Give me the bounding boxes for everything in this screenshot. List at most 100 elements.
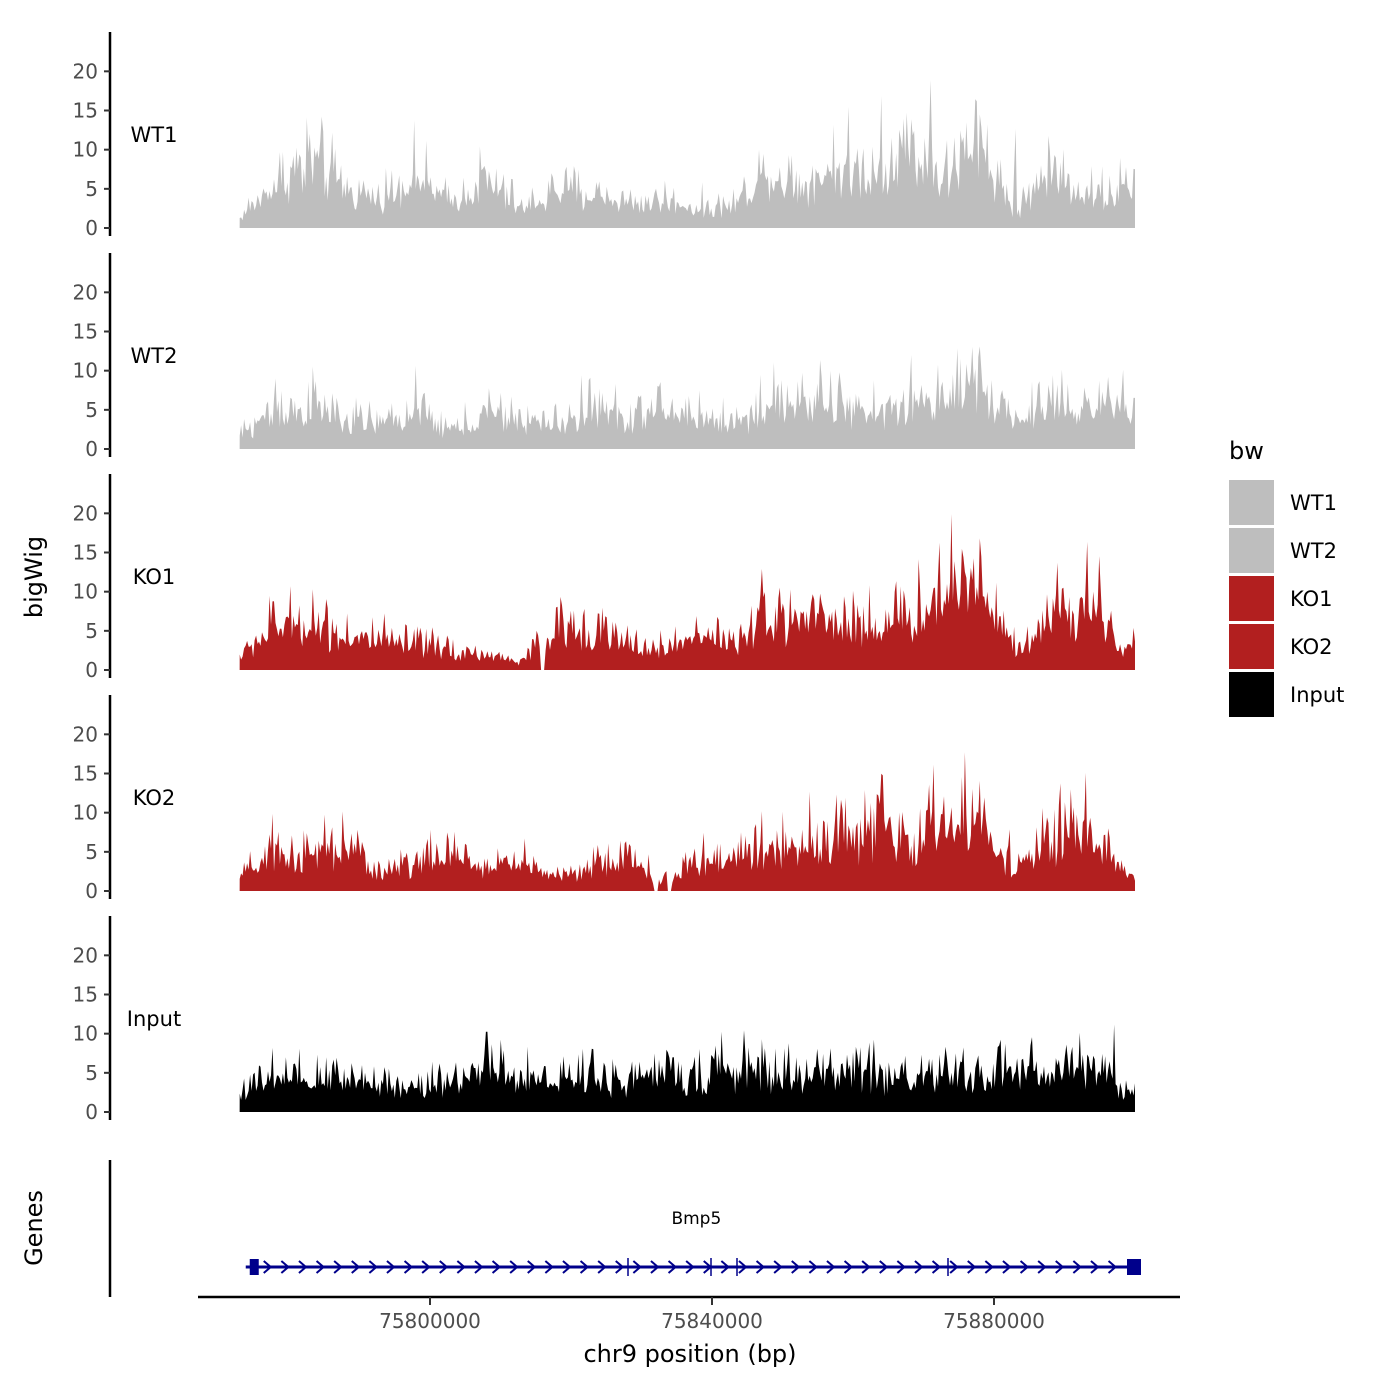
strand-arrow: [1090, 1260, 1100, 1274]
legend-swatch: [1229, 624, 1274, 669]
legend-entry-ko2: KO2: [1229, 624, 1333, 669]
y-tick-label: 5: [85, 840, 98, 864]
strand-arrow: [579, 1260, 590, 1274]
coverage-area: [239, 514, 1135, 670]
track-ko2: 0 5 10 15 20 KO2: [73, 695, 1135, 903]
strand-arrow: [527, 1260, 537, 1274]
x-tick-label: 75800000: [379, 1309, 481, 1333]
y-tick-label: 10: [73, 138, 98, 162]
coverage-tracks: 0 5 10 15 20 WT1 0 5 10 15 20 WT2 0 5 10 15 20 KO1 0 5 10 15 2…: [73, 32, 1135, 1124]
legend-label: KO2: [1290, 635, 1333, 659]
strand-arrow: [931, 1260, 942, 1274]
legend-label: WT2: [1290, 539, 1337, 563]
track-label: WT2: [131, 344, 178, 368]
track-label: WT1: [131, 123, 178, 147]
coverage-area: [239, 1024, 1135, 1112]
genes-panel-label: Genes: [20, 1190, 48, 1266]
strand-arrow: [738, 1260, 748, 1274]
x-axis-title: chr9 position (bp): [583, 1340, 796, 1368]
strand-arrow: [421, 1260, 431, 1274]
strand-arrow: [456, 1260, 466, 1274]
legend-entry-input: Input: [1229, 672, 1344, 717]
strand-arrow: [368, 1260, 378, 1274]
strand-arrow: [333, 1260, 343, 1274]
exon: [249, 1259, 259, 1275]
genes-track: Bmp5: [108, 1160, 1141, 1297]
strand-arrow: [791, 1260, 801, 1274]
y-tick-label: 20: [73, 501, 98, 525]
coverage-area: [239, 752, 1135, 891]
legend-swatch: [1229, 672, 1274, 717]
y-tick-label: 20: [73, 280, 98, 304]
gene-bmp5: Bmp5: [245, 1209, 1141, 1276]
strand-arrow: [826, 1260, 836, 1274]
legend-label: Input: [1290, 683, 1344, 707]
legend: bw WT1 WT2 KO1 KO2 Input: [1229, 437, 1344, 717]
y-tick-label: 20: [73, 59, 98, 83]
x-tick-label: 75880000: [943, 1309, 1045, 1333]
coverage-area: [239, 346, 1135, 449]
y-tick-label: 20: [73, 722, 98, 746]
track-input: 0 5 10 15 20 Input: [73, 916, 1135, 1124]
strand-arrow: [967, 1260, 977, 1274]
strand-arrow: [491, 1260, 502, 1274]
strand-arrow: [263, 1260, 273, 1274]
exon: [1127, 1259, 1141, 1275]
strand-arrow: [1055, 1260, 1065, 1274]
strand-arrow: [509, 1260, 519, 1274]
legend-label: WT1: [1290, 491, 1337, 515]
strand-arrow: [773, 1260, 783, 1274]
y-tick-label: 5: [85, 619, 98, 643]
strand-arrow: [1002, 1260, 1012, 1274]
strand-arrow: [439, 1260, 449, 1274]
strand-arrow: [1107, 1260, 1118, 1274]
track-wt2: 0 5 10 15 20 WT2: [73, 253, 1135, 461]
legend-label: KO1: [1290, 587, 1333, 611]
strand-arrow: [403, 1260, 414, 1274]
y-tick-label: 15: [73, 320, 98, 344]
strand-arrow: [720, 1260, 730, 1274]
legend-title: bw: [1229, 437, 1264, 465]
y-tick-label: 15: [73, 99, 98, 123]
y-tick-label: 10: [73, 580, 98, 604]
legend-swatch: [1229, 480, 1274, 525]
strand-arrow: [1019, 1260, 1030, 1274]
legend-entry-wt2: WT2: [1229, 528, 1337, 573]
strand-arrow: [351, 1260, 361, 1274]
y-tick-label: 10: [73, 1022, 98, 1046]
y-tick-label: 0: [85, 437, 98, 461]
strand-arrow: [843, 1260, 854, 1274]
strand-arrow: [562, 1260, 572, 1274]
track-ko1: 0 5 10 15 20 KO1: [73, 474, 1135, 682]
track-wt1: 0 5 10 15 20 WT1: [73, 32, 1135, 240]
strand-arrow: [298, 1260, 308, 1274]
strand-arrow: [685, 1260, 695, 1274]
y-tick-label: 15: [73, 541, 98, 565]
track-label: KO2: [133, 786, 176, 810]
strand-arrow: [280, 1260, 290, 1274]
strand-arrow: [755, 1260, 766, 1274]
strand-arrow: [861, 1260, 871, 1274]
y-tick-label: 0: [85, 1100, 98, 1124]
legend-swatch: [1229, 528, 1274, 573]
strand-arrow: [632, 1260, 642, 1274]
x-tick-label: 75840000: [661, 1309, 763, 1333]
y-tick-label: 5: [85, 1061, 98, 1085]
y-tick-label: 0: [85, 658, 98, 682]
y-axis-title: bigWig: [20, 536, 48, 618]
coverage-area: [239, 80, 1135, 228]
strand-arrow: [597, 1260, 607, 1274]
strand-arrow: [879, 1260, 889, 1274]
strand-arrow: [386, 1260, 396, 1274]
strand-arrow: [1072, 1260, 1082, 1274]
y-tick-label: 0: [85, 216, 98, 240]
y-tick-label: 5: [85, 398, 98, 422]
track-label: Input: [127, 1007, 181, 1031]
strand-arrow: [315, 1260, 326, 1274]
y-tick-label: 15: [73, 983, 98, 1007]
y-tick-label: 5: [85, 177, 98, 201]
y-tick-label: 0: [85, 879, 98, 903]
strand-arrow: [544, 1260, 554, 1274]
y-tick-label: 10: [73, 359, 98, 383]
strand-arrow: [808, 1260, 818, 1274]
